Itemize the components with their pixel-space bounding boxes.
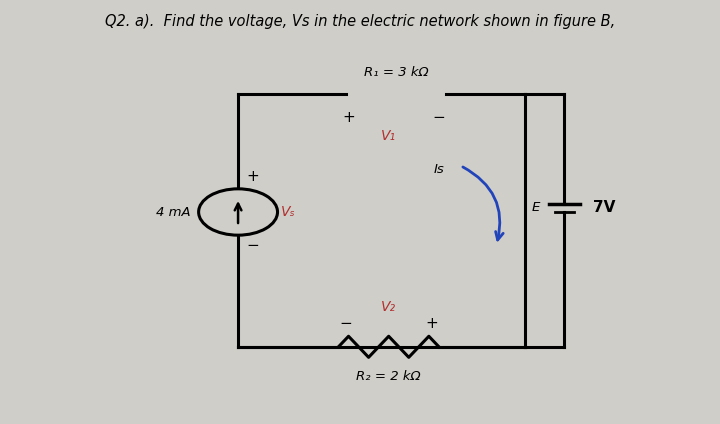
Text: −: − bbox=[246, 238, 258, 253]
FancyArrowPatch shape bbox=[463, 167, 503, 240]
Text: +: + bbox=[426, 316, 438, 331]
Circle shape bbox=[199, 189, 277, 235]
Text: −: − bbox=[433, 110, 445, 125]
Text: Q2. a).  Find the voltage, Vs in the electric network shown in figure B,: Q2. a). Find the voltage, Vs in the elec… bbox=[105, 14, 615, 29]
Text: E: E bbox=[531, 201, 540, 214]
Text: 7V: 7V bbox=[593, 200, 615, 215]
Text: V₁: V₁ bbox=[381, 129, 396, 143]
Text: +: + bbox=[246, 169, 258, 184]
Text: V₂: V₂ bbox=[381, 300, 396, 314]
Text: +: + bbox=[343, 110, 356, 125]
Text: Is: Is bbox=[433, 163, 444, 176]
Text: Vₛ: Vₛ bbox=[281, 205, 296, 219]
Text: R₂ = 2 kΩ: R₂ = 2 kΩ bbox=[356, 370, 421, 383]
Text: 4 mA: 4 mA bbox=[156, 206, 191, 218]
Text: R₁ = 3 kΩ: R₁ = 3 kΩ bbox=[364, 67, 428, 79]
Text: −: − bbox=[339, 316, 352, 331]
